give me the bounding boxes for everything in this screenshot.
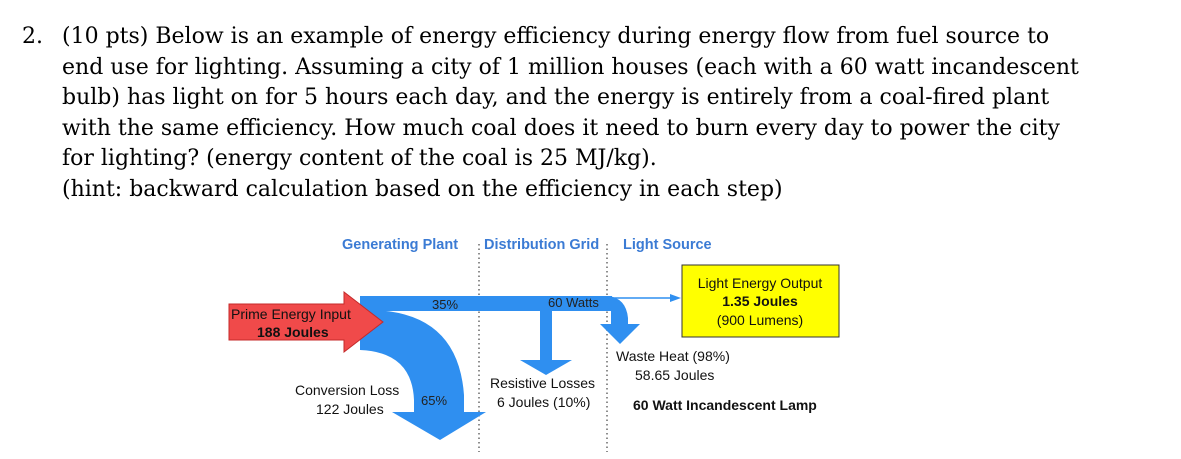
waste-heat-flow <box>600 296 640 344</box>
conversion-loss-value: 122 Joules <box>316 401 384 417</box>
waste-heat-label: Waste Heat (98%) <box>616 348 730 364</box>
light-energy-output-value: 1.35 Joules <box>722 293 798 309</box>
question-number: 2. <box>22 24 43 49</box>
light-energy-output-box <box>681 264 840 338</box>
question-line: bulb) has light on for 5 hours each day,… <box>62 85 1050 111</box>
sixty-watts-label: 60 Watts <box>548 295 599 310</box>
header-generating-plant: Generating Plant <box>342 237 458 253</box>
hint-line: (hint: backward calculation based on the… <box>62 176 783 202</box>
question-line: for lighting? (energy content of the coa… <box>62 146 657 172</box>
loss-65-label: 65% <box>421 393 447 408</box>
question-line: end use for lighting. Assuming a city of… <box>62 54 1079 80</box>
conversion-loss-label: Conversion Loss <box>295 382 399 398</box>
prime-energy-input-label: Prime Energy Input <box>231 306 351 322</box>
prime-energy-input-value: 188 Joules <box>257 324 329 340</box>
light-output-arrowhead <box>670 294 681 302</box>
light-energy-output-lumens: (900 Lumens) <box>717 312 803 328</box>
header-distribution-grid: Distribution Grid <box>484 237 599 253</box>
question-line: with the same efficiency. How much coal … <box>62 115 1060 141</box>
resistive-losses-value: 6 Joules (10%) <box>497 394 590 410</box>
question-text: (10 pts) Below is an example of energy e… <box>62 22 1142 206</box>
conversion-loss-flow <box>360 310 486 440</box>
main-energy-flow <box>360 296 612 311</box>
lamp-label: 60 Watt Incandescent Lamp <box>633 397 817 413</box>
waste-heat-value: 58.65 Joules <box>635 367 714 383</box>
resistive-loss-flow <box>520 311 572 375</box>
efficiency-35-label: 35% <box>432 297 458 312</box>
question-line: (10 pts) Below is an example of energy e… <box>62 24 1050 49</box>
header-light-source: Light Source <box>623 237 712 253</box>
light-energy-output-label: Light Energy Output <box>698 275 823 291</box>
resistive-losses-label: Resistive Losses <box>490 375 595 391</box>
prime-energy-input-arrow <box>228 290 384 354</box>
